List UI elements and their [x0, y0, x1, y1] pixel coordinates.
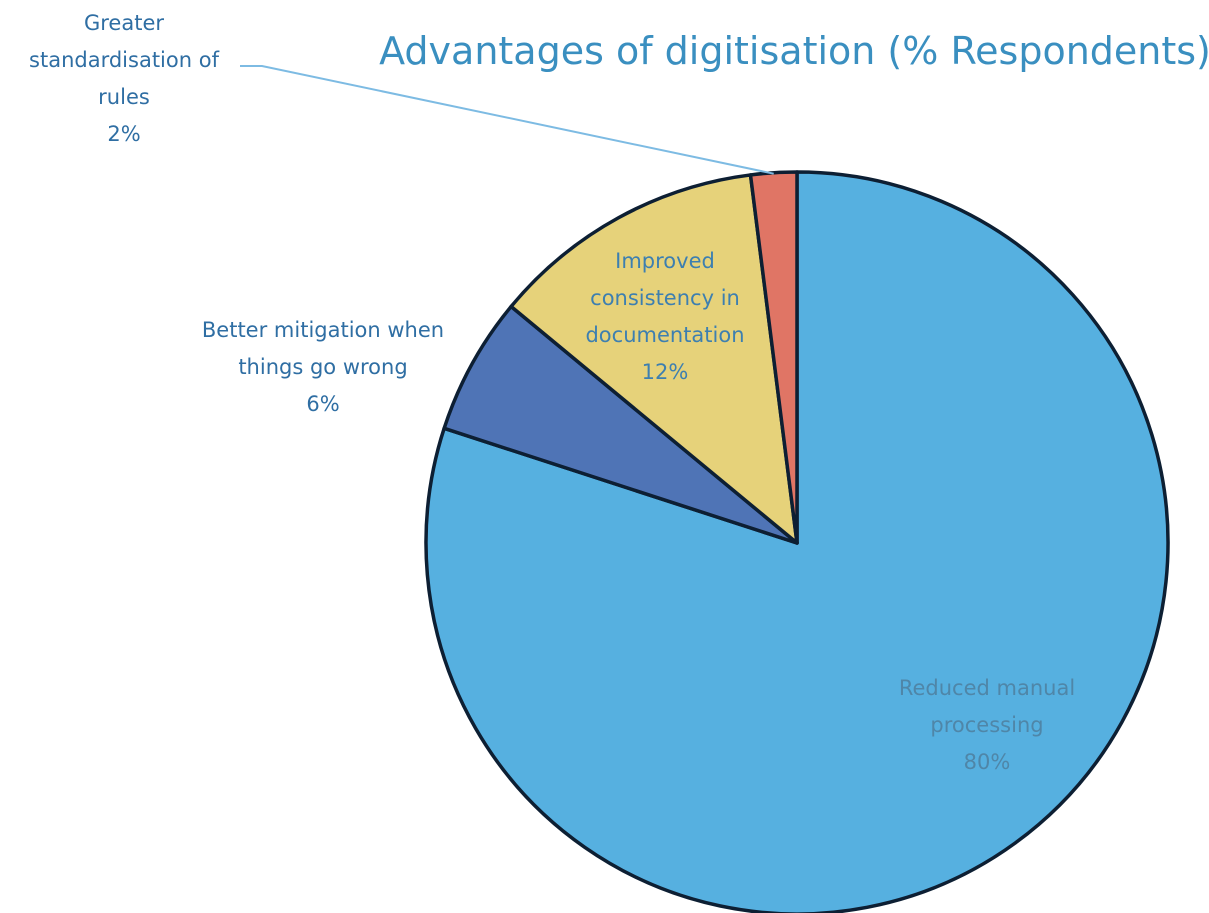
- slice-label: Improved consistency in documentation 12%: [585, 249, 744, 384]
- pie-slice-reduced-manual-processing: [424, 170, 1170, 913]
- pie-slices: [424, 170, 1170, 913]
- slice-label: Better mitigation when things go wrong 6%: [202, 318, 444, 416]
- pie-slice-improved-consistency-in-documentation: [509, 173, 799, 545]
- leader-line: [240, 65, 774, 175]
- chart-title: Advantages of digitisation (% Respondent…: [379, 29, 1209, 73]
- pie-slice-better-mitigation-when-things-go-wrong: [442, 304, 799, 545]
- slice-labels: Reduced manual processing 80% Better mitiga…: [29, 11, 1075, 774]
- slice-label: Reduced manual processing 80%: [899, 676, 1075, 774]
- slice-label: Greater standardisation of rules 2%: [29, 11, 220, 146]
